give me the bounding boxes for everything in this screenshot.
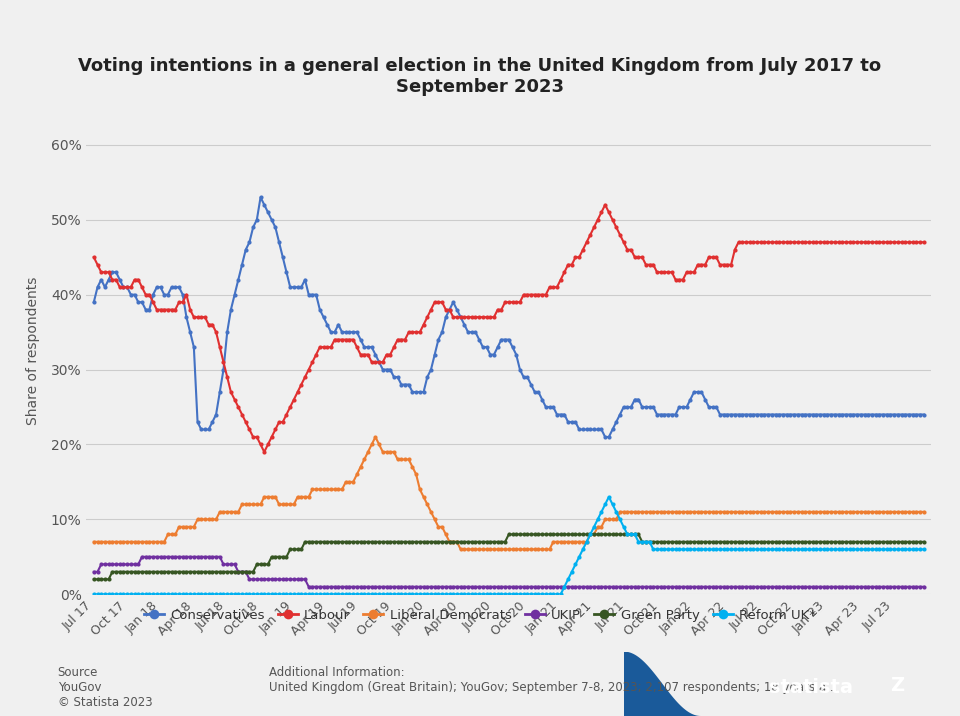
Text: Additional Information:
United Kingdom (Great Britain); YouGov; September 7-8, 2: Additional Information: United Kingdom (… [269,666,837,694]
Text: Voting intentions in a general election in the United Kingdom from July 2017 to
: Voting intentions in a general election … [79,57,881,96]
Y-axis label: Share of respondents: Share of respondents [26,276,39,425]
Text: statista: statista [769,678,853,697]
Text: Z: Z [891,677,904,695]
Text: Source
YouGov
© Statista 2023: Source YouGov © Statista 2023 [58,666,153,709]
PathPatch shape [624,652,701,716]
Legend: Conservatives, Labour, Liberal Democrats, UKIP, Green Party, Reform UK*: Conservatives, Labour, Liberal Democrats… [138,604,822,627]
